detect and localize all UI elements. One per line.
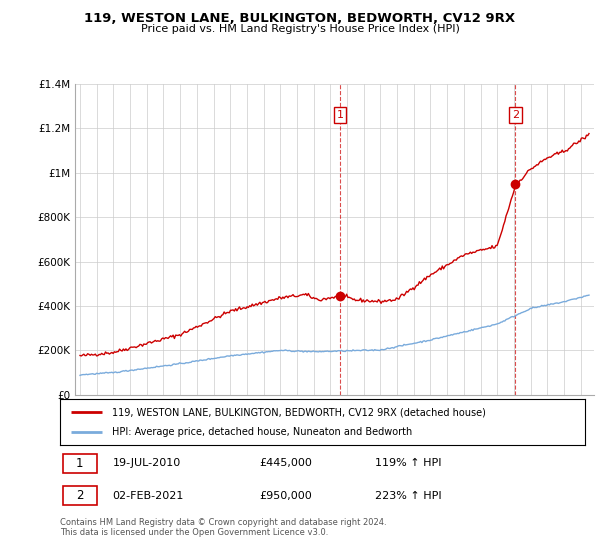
Text: 2: 2 xyxy=(512,110,519,120)
Text: 223% ↑ HPI: 223% ↑ HPI xyxy=(375,491,442,501)
Text: 119% ↑ HPI: 119% ↑ HPI xyxy=(375,459,442,469)
Text: 2: 2 xyxy=(76,489,83,502)
Text: 19-JUL-2010: 19-JUL-2010 xyxy=(113,459,181,469)
Text: 1: 1 xyxy=(337,110,344,120)
Text: 1: 1 xyxy=(76,457,83,470)
Text: £950,000: £950,000 xyxy=(260,491,312,501)
Text: 119, WESTON LANE, BULKINGTON, BEDWORTH, CV12 9RX: 119, WESTON LANE, BULKINGTON, BEDWORTH, … xyxy=(85,12,515,25)
Text: £445,000: £445,000 xyxy=(260,459,313,469)
Text: 02-FEB-2021: 02-FEB-2021 xyxy=(113,491,184,501)
Text: Contains HM Land Registry data © Crown copyright and database right 2024.
This d: Contains HM Land Registry data © Crown c… xyxy=(60,518,386,538)
Bar xyxy=(62,486,97,505)
Text: 119, WESTON LANE, BULKINGTON, BEDWORTH, CV12 9RX (detached house): 119, WESTON LANE, BULKINGTON, BEDWORTH, … xyxy=(113,407,487,417)
Bar xyxy=(62,454,97,473)
Text: HPI: Average price, detached house, Nuneaton and Bedworth: HPI: Average price, detached house, Nune… xyxy=(113,427,413,437)
Text: Price paid vs. HM Land Registry's House Price Index (HPI): Price paid vs. HM Land Registry's House … xyxy=(140,24,460,34)
